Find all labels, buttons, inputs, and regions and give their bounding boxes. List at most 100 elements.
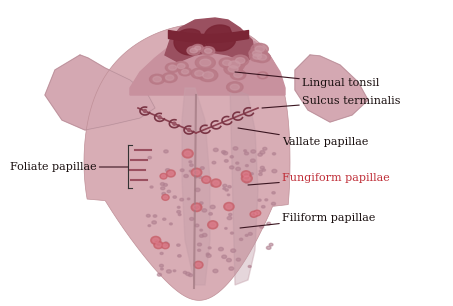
Ellipse shape (164, 184, 168, 186)
Ellipse shape (198, 249, 201, 251)
Ellipse shape (199, 176, 202, 178)
Ellipse shape (153, 238, 159, 243)
Ellipse shape (212, 161, 216, 164)
Ellipse shape (173, 270, 176, 272)
Ellipse shape (236, 58, 245, 64)
Ellipse shape (189, 161, 192, 163)
Ellipse shape (206, 253, 209, 255)
Ellipse shape (209, 213, 212, 215)
Ellipse shape (160, 268, 163, 270)
Ellipse shape (236, 162, 239, 164)
Ellipse shape (269, 243, 273, 246)
Ellipse shape (222, 151, 226, 154)
Ellipse shape (254, 210, 261, 216)
Ellipse shape (261, 206, 265, 208)
Ellipse shape (229, 267, 234, 270)
Ellipse shape (161, 242, 169, 249)
Ellipse shape (161, 175, 166, 178)
Ellipse shape (223, 151, 228, 155)
Ellipse shape (195, 224, 199, 227)
Polygon shape (204, 25, 235, 51)
Ellipse shape (208, 247, 211, 249)
Ellipse shape (160, 183, 164, 185)
Ellipse shape (226, 204, 232, 209)
Ellipse shape (146, 215, 150, 217)
Ellipse shape (159, 264, 164, 267)
Ellipse shape (218, 247, 223, 251)
Ellipse shape (211, 179, 221, 187)
Ellipse shape (177, 244, 180, 246)
Ellipse shape (272, 169, 277, 173)
Ellipse shape (160, 174, 167, 179)
Ellipse shape (219, 58, 235, 68)
Ellipse shape (191, 168, 202, 177)
Ellipse shape (153, 76, 161, 82)
Ellipse shape (198, 243, 202, 246)
Ellipse shape (158, 116, 161, 119)
Ellipse shape (188, 129, 191, 132)
Ellipse shape (236, 258, 241, 261)
Ellipse shape (233, 147, 238, 150)
Ellipse shape (194, 261, 203, 268)
Ellipse shape (226, 82, 243, 92)
Ellipse shape (250, 211, 258, 217)
Ellipse shape (260, 166, 264, 169)
Ellipse shape (248, 233, 252, 235)
Ellipse shape (213, 269, 218, 273)
Ellipse shape (260, 225, 264, 228)
Text: Sulcus terminalis: Sulcus terminalis (262, 96, 400, 108)
Polygon shape (182, 88, 210, 285)
Ellipse shape (198, 69, 218, 82)
Ellipse shape (166, 243, 169, 245)
Ellipse shape (257, 72, 268, 79)
Ellipse shape (167, 190, 171, 192)
Ellipse shape (241, 171, 251, 178)
Ellipse shape (244, 150, 246, 152)
Ellipse shape (229, 213, 232, 216)
Ellipse shape (178, 214, 181, 216)
Ellipse shape (190, 48, 198, 53)
Ellipse shape (177, 211, 181, 213)
Ellipse shape (200, 59, 211, 66)
Ellipse shape (230, 156, 233, 158)
Ellipse shape (204, 49, 212, 53)
Ellipse shape (224, 63, 242, 75)
Ellipse shape (187, 46, 200, 55)
Ellipse shape (226, 259, 231, 262)
Ellipse shape (165, 169, 170, 172)
Text: Foliate papillae: Foliate papillae (10, 162, 128, 172)
Ellipse shape (184, 151, 191, 156)
Ellipse shape (246, 165, 248, 167)
Ellipse shape (191, 68, 207, 79)
Ellipse shape (248, 266, 251, 267)
Ellipse shape (193, 205, 200, 210)
Ellipse shape (245, 152, 249, 155)
Ellipse shape (258, 153, 262, 156)
Ellipse shape (163, 218, 166, 220)
Ellipse shape (194, 208, 197, 209)
Polygon shape (295, 55, 368, 122)
Ellipse shape (244, 176, 250, 181)
Ellipse shape (202, 47, 215, 55)
Polygon shape (45, 55, 155, 130)
Ellipse shape (156, 243, 161, 247)
Ellipse shape (182, 149, 193, 158)
Ellipse shape (163, 244, 168, 247)
Ellipse shape (210, 205, 215, 209)
Ellipse shape (199, 235, 203, 237)
Ellipse shape (202, 72, 213, 79)
Ellipse shape (223, 184, 227, 187)
Ellipse shape (190, 218, 194, 220)
Ellipse shape (165, 63, 180, 72)
Ellipse shape (157, 243, 160, 245)
Ellipse shape (182, 69, 188, 74)
Polygon shape (130, 33, 285, 95)
Ellipse shape (230, 166, 234, 169)
Ellipse shape (243, 173, 249, 177)
Ellipse shape (202, 209, 207, 212)
Ellipse shape (184, 174, 188, 177)
Ellipse shape (231, 232, 233, 234)
Ellipse shape (200, 167, 204, 170)
Ellipse shape (266, 246, 271, 249)
Ellipse shape (259, 170, 263, 172)
